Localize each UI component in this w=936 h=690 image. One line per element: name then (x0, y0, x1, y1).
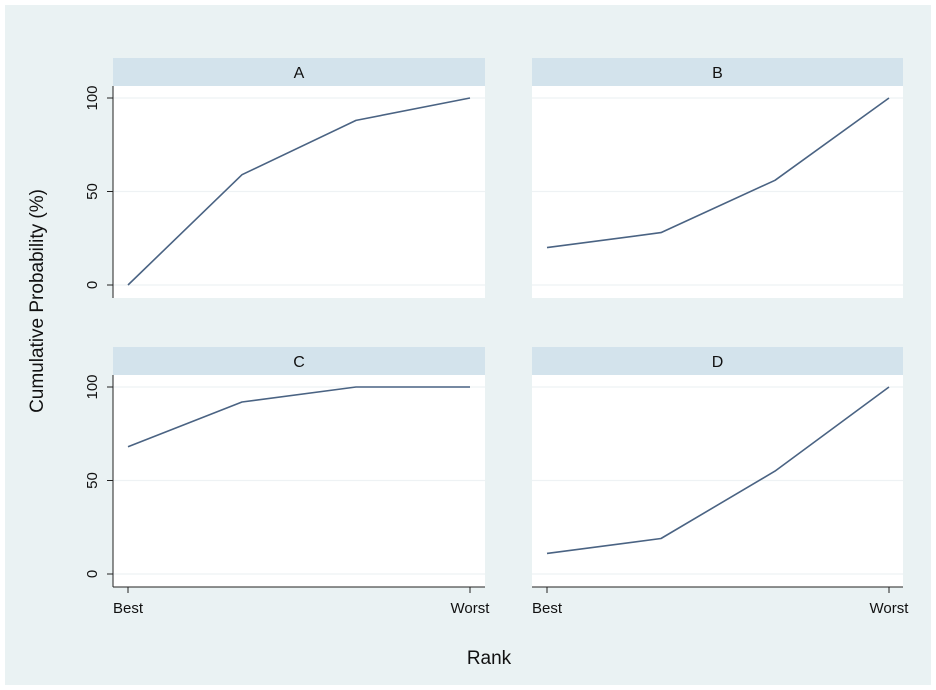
panel-a-y-tick-label: 50 (84, 183, 101, 200)
panel-a-y-tick-label: 0 (84, 281, 101, 289)
panel-c-y-tick-label: 50 (84, 472, 101, 489)
panel-a-series-line (127, 97, 471, 286)
panel-c-y-tick-label: 100 (84, 374, 101, 399)
panel-c-x-tick-label: Worst (451, 600, 491, 617)
panel-d-title: D (712, 354, 724, 371)
panel-b: B (532, 58, 903, 298)
x-axis-title: Rank (466, 648, 512, 669)
panel-d-x-tick-label: Worst (870, 600, 910, 617)
panel-a-title: A (294, 65, 305, 82)
panel-a-y-tick-label: 100 (84, 85, 101, 110)
y-axis-title: Cumulative Probability (%) (27, 189, 48, 413)
panel-a-strip (113, 58, 485, 86)
panel-b-title: B (712, 65, 723, 82)
panel-d-x-tick-label: Best (532, 600, 563, 617)
panel-c-series-line (127, 386, 470, 448)
panel-a: A 0 50 100 (84, 58, 485, 298)
panel-c-strip (113, 347, 485, 375)
panel-c-x-tick-label: Best (113, 600, 144, 617)
panel-d: D Best Worst (532, 347, 909, 617)
panel-b-series-line (546, 97, 890, 249)
panel-c-title: C (293, 354, 305, 371)
panel-d-series-line (546, 386, 890, 555)
panel-c: C 0 50 100 Best Worst (84, 347, 490, 617)
panel-d-strip (532, 347, 903, 375)
panel-b-strip (532, 58, 903, 86)
panel-c-y-tick-label: 0 (84, 570, 101, 578)
